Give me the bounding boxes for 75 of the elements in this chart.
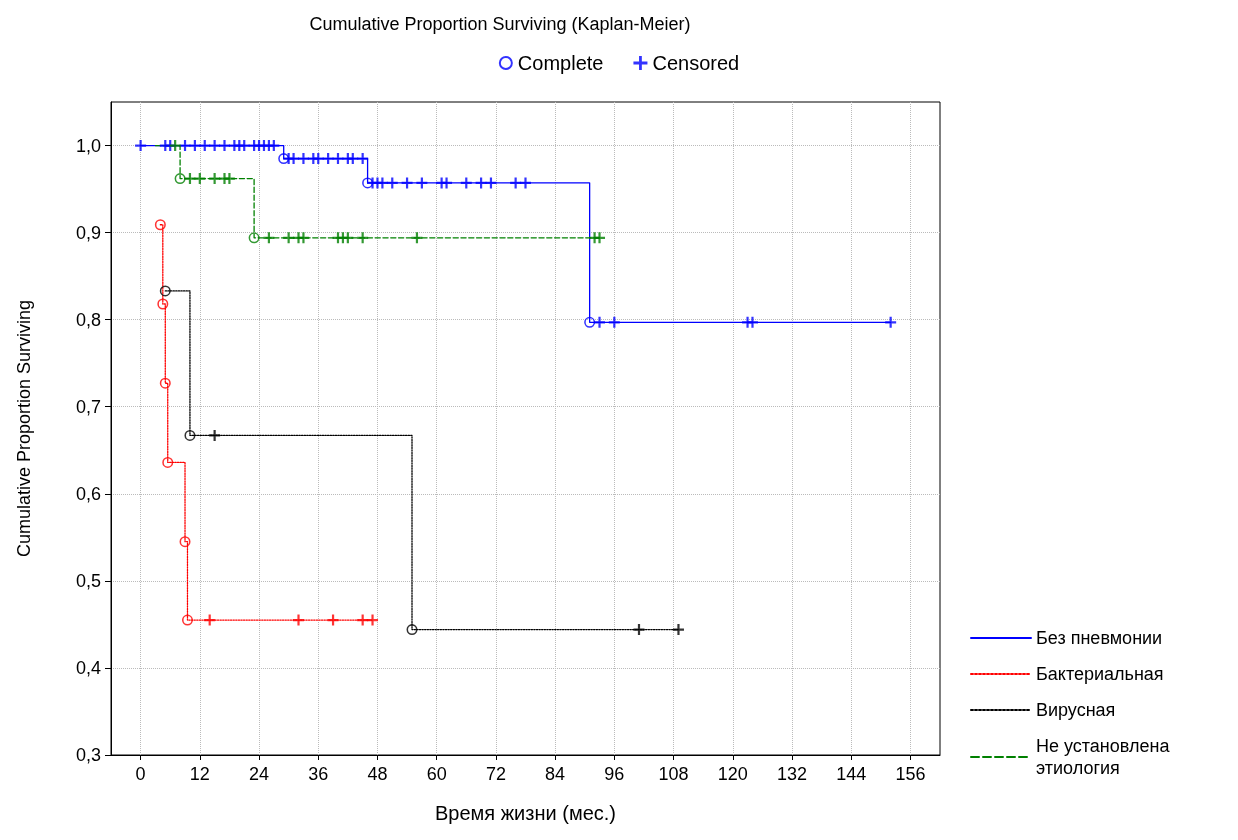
point [460,177,472,189]
point [584,316,596,328]
point [357,153,369,165]
x-tick-label: 24 [249,764,270,784]
point [367,614,379,626]
x-tick-label: 84 [545,764,566,784]
point [312,153,324,165]
point [633,624,645,636]
point [288,153,300,165]
point [189,140,201,152]
legend-label: Complete [517,52,604,74]
x-tick-label: 108 [658,764,689,784]
x-tick-label: 132 [776,764,807,784]
point [204,614,216,626]
point [416,177,428,189]
y-tick-label: 0,6 [75,483,101,504]
point [297,232,309,244]
point [135,140,147,152]
legend-label: Censored [652,52,740,74]
point [411,232,423,244]
y-tick-label: 1,0 [75,135,101,156]
point [169,140,181,152]
x-tick-label: 72 [485,764,506,784]
y-tick-label: 0,3 [75,745,101,765]
y-tick-label: 0,8 [75,309,101,330]
x-tick-label: 48 [367,764,388,784]
point [154,219,166,231]
point [327,614,339,626]
y-axis-title: Cumulative Proportion Surviving [14,299,34,558]
point [194,173,206,185]
y-tick-label: 0,4 [75,657,101,678]
x-tick-label: 36 [308,764,329,784]
legend-label: Без пневмонии [1036,628,1163,648]
y-tick-label: 0,5 [75,570,101,591]
point [342,232,354,244]
point [347,153,359,165]
point [386,177,398,189]
point [672,624,684,636]
point [608,316,620,328]
legend-label: Вирусная [1036,700,1116,720]
chart-title: Cumulative Proportion Surviving (Kaplan-Meier) [309,14,691,34]
point [199,140,211,152]
point [238,140,250,152]
x-tick-label: 96 [604,764,625,784]
y-tick-label: 0,7 [75,396,101,417]
x-tick-label: 0 [135,764,146,784]
x-axis-title: Время жизни (мес.) [435,802,616,824]
point [293,614,305,626]
point [223,173,235,185]
x-tick-label: 156 [895,764,926,784]
y-tick-label: 0,9 [75,222,101,243]
point [520,177,531,189]
x-tick-label: 12 [189,764,210,784]
point [357,232,369,244]
point [263,232,275,244]
legend-label: Бактериальная [1036,664,1164,684]
point [218,140,230,152]
point [209,429,221,441]
point [184,429,196,441]
point [746,316,758,328]
x-tick-label: 60 [426,764,447,784]
point [594,232,606,244]
point [209,140,221,152]
point [594,316,606,328]
point [268,140,280,152]
x-tick-label: 120 [717,764,748,784]
point [441,177,453,189]
legend-label: Не установлена этиология [1036,736,1171,778]
point [332,153,344,165]
point [162,456,174,468]
x-tick-label: 144 [836,764,867,784]
point [401,177,413,189]
point [297,153,309,165]
point [885,316,897,328]
point [485,177,497,189]
